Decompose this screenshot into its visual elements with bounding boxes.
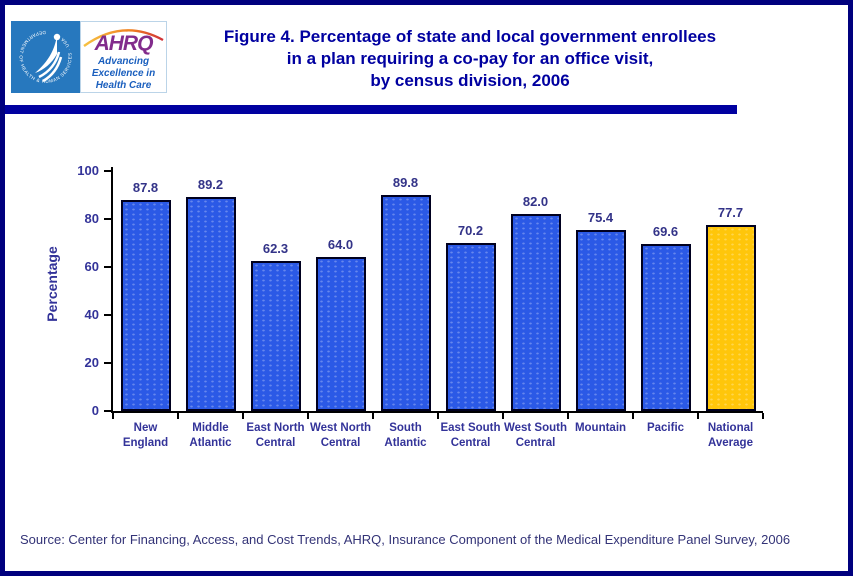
bar-value-label: 75.4	[587, 210, 614, 226]
x-axis-label: West North Central	[303, 421, 378, 451]
x-tick-mark	[177, 413, 179, 419]
figure-title-line: Figure 4. Percentage of state and local …	[223, 27, 717, 46]
y-tick-label: 80	[84, 211, 99, 226]
bar-south-atlantic	[380, 195, 431, 411]
y-tick-mark	[104, 218, 111, 220]
x-axis-label-line: East South	[440, 422, 501, 434]
y-tick-label: 20	[84, 355, 99, 370]
y-tick-mark	[104, 314, 111, 316]
y-tick-label: 60	[84, 259, 99, 274]
x-axis-label-line: West South	[503, 422, 568, 434]
y-tick-mark	[104, 170, 111, 172]
x-tick-mark	[372, 413, 374, 419]
ahrq-acronym: AHRQ	[94, 32, 154, 55]
x-axis-label-line: Atlantic	[384, 437, 427, 449]
x-tick-mark	[242, 413, 244, 419]
x-tick-mark	[112, 413, 114, 419]
x-axis-label-line: East North	[246, 422, 305, 434]
bar-value-label: 89.8	[392, 175, 419, 191]
x-axis-label-line: Central	[255, 437, 296, 449]
tagline-line: Advancing	[97, 56, 150, 67]
x-axis-label-line: Atlantic	[189, 437, 232, 449]
x-axis-label-line: Central	[515, 437, 556, 449]
x-axis-label-line: Central	[320, 437, 361, 449]
bar-national-average	[705, 224, 756, 411]
figure-title-line: by census division, 2006	[370, 71, 570, 90]
x-axis-label: South Atlantic	[368, 421, 443, 451]
x-axis-label-line: Mountain	[574, 422, 627, 434]
x-axis-label-line: West North	[309, 422, 372, 434]
bar-west-south-central	[510, 214, 561, 411]
x-axis-label-line: South	[389, 422, 422, 434]
bar-value-label: 62.3	[262, 241, 289, 257]
bar-west-north-central	[315, 257, 366, 411]
bar-value-label: 69.6	[652, 223, 679, 239]
bar-value-label: 64.0	[327, 237, 354, 253]
x-tick-mark	[307, 413, 309, 419]
ahrq-logo: AHRQ Advancing Excellence in Health Care	[80, 21, 167, 93]
header-divider	[5, 105, 737, 114]
bar-mountain	[575, 230, 626, 411]
y-tick-mark	[104, 410, 111, 412]
x-tick-mark	[632, 413, 634, 419]
x-axis-label-line: Middle	[192, 422, 229, 434]
bar-value-label: 77.7	[717, 204, 744, 220]
x-axis-label: New England	[108, 421, 183, 451]
bar-value-label: 89.2	[197, 176, 224, 192]
x-axis-label-line: National	[707, 422, 754, 434]
y-axis-title: Percentage	[44, 246, 60, 322]
x-tick-mark	[567, 413, 569, 419]
figure-title: Figure 4. Percentage of state and local …	[160, 26, 780, 92]
x-axis-label: East North Central	[238, 421, 313, 451]
figure-title-line: in a plan requiring a co-pay for an offi…	[286, 49, 654, 68]
x-tick-mark	[762, 413, 764, 419]
x-axis-label: Mountain	[563, 421, 638, 436]
x-tick-mark	[697, 413, 699, 419]
x-axis-label-line: New	[133, 422, 158, 434]
bar-east-south-central	[445, 242, 496, 411]
y-tick-mark	[104, 362, 111, 364]
agency-logo: DEPARTMENT OF HEALTH & HUMAN SERVICES · …	[11, 21, 167, 93]
bar-value-label: 70.2	[457, 222, 484, 238]
source-note: Source: Center for Financing, Access, an…	[20, 532, 791, 547]
bar-middle-atlantic	[185, 196, 236, 411]
x-axis-label: National Average	[693, 421, 768, 451]
y-tick-label: 100	[77, 163, 99, 178]
x-axis-label: Middle Atlantic	[173, 421, 248, 451]
x-tick-mark	[502, 413, 504, 419]
ahrq-swoosh-icon	[83, 29, 164, 47]
x-axis-label: West South Central	[498, 421, 573, 451]
bar-value-label: 82.0	[522, 194, 549, 210]
bar-east-north-central	[250, 261, 301, 411]
bar-pacific	[640, 243, 691, 411]
hhs-seal-icon: DEPARTMENT OF HEALTH & HUMAN SERVICES · …	[11, 21, 80, 93]
x-axis-line	[111, 411, 763, 413]
y-tick-label: 0	[91, 403, 99, 418]
x-axis-label-line: England	[122, 437, 169, 449]
x-axis-label: East South Central	[433, 421, 508, 451]
x-tick-mark	[437, 413, 439, 419]
tagline-line: Health Care	[95, 80, 152, 91]
y-tick-label: 40	[84, 307, 99, 322]
x-axis-label-line: Central	[450, 437, 491, 449]
hhs-eagle-icon: DEPARTMENT OF HEALTH & HUMAN SERVICES · …	[19, 30, 72, 84]
x-axis-label-line: Pacific	[646, 422, 685, 434]
x-axis-label-line: Average	[708, 437, 753, 449]
y-tick-mark	[104, 266, 111, 268]
bar-value-label: 87.8	[132, 180, 159, 196]
x-axis-label: Pacific	[628, 421, 703, 436]
tagline-line: Excellence in	[91, 68, 156, 79]
bar-new-england	[120, 200, 171, 411]
ahrq-tagline: Advancing Excellence in Health Care	[81, 56, 166, 92]
y-axis-line	[111, 167, 113, 411]
